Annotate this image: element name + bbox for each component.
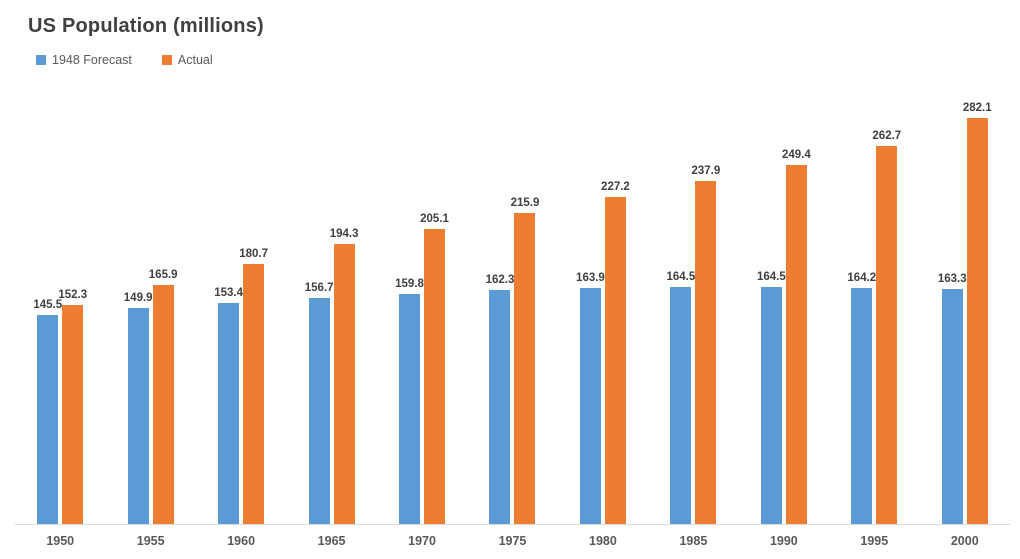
bar-value-label: 282.1 <box>962 101 992 114</box>
bar-pair: 162.3 215.9 <box>486 197 539 524</box>
bar-pair: 156.7 194.3 <box>305 228 358 524</box>
bar-value-label: 164.5 <box>666 271 696 284</box>
x-axis-label: 1990 <box>769 534 798 548</box>
bar-value-label: 149.9 <box>123 292 153 305</box>
forecast-bar: 145.5 <box>33 299 62 524</box>
actual-bar: 180.7 <box>239 248 268 524</box>
bar-pair: 149.9 165.9 <box>124 269 178 524</box>
x-axis-line <box>15 524 1010 525</box>
bar-value-label: 163.3 <box>937 272 967 285</box>
x-axis-label: 1950 <box>46 534 75 548</box>
bar-group: 156.7 194.3 1965 <box>286 92 376 548</box>
bar-value-label: 152.3 <box>58 288 88 301</box>
legend-item-forecast: 1948 Forecast <box>36 53 132 67</box>
bar-value-label: 205.1 <box>420 212 449 225</box>
bar-pair: 163.3 282.1 <box>938 102 992 524</box>
forecast-bar: 149.9 <box>124 292 153 524</box>
bar-pair: 164.2 262.7 <box>847 130 901 524</box>
actual-bar: 152.3 <box>58 289 87 524</box>
actual-bar: 249.4 <box>782 149 811 524</box>
bar-group: 164.5 237.9 1985 <box>648 92 738 548</box>
bar-value-label: 194.3 <box>329 228 359 241</box>
bar-value-label: 164.2 <box>847 271 877 284</box>
forecast-bar: 153.4 <box>214 287 243 524</box>
forecast-swatch-icon <box>36 55 46 65</box>
forecast-bar: 163.3 <box>938 273 967 524</box>
bar-group: 145.5 152.3 1950 <box>15 92 105 548</box>
x-axis-label: 1980 <box>589 534 617 548</box>
forecast-bar: 156.7 <box>305 282 333 524</box>
bar-value-label: 164.5 <box>756 271 786 284</box>
actual-swatch-icon <box>161 55 172 65</box>
bar-group: 162.3 215.9 1975 <box>467 92 557 548</box>
bar-pair: 164.5 237.9 <box>667 165 720 524</box>
forecast-bar: 164.5 <box>667 271 695 524</box>
bar-pair: 145.5 152.3 <box>33 289 87 524</box>
bar-value-label: 215.9 <box>510 197 540 210</box>
x-axis-label: 1960 <box>227 534 256 548</box>
bar-group: 164.2 262.7 1995 <box>829 92 919 548</box>
bar-pair: 153.4 180.7 <box>214 248 268 524</box>
x-axis-label: 1985 <box>679 534 708 548</box>
bar-group: 163.3 282.1 2000 <box>920 92 1010 548</box>
bar-value-label: 180.7 <box>239 247 269 260</box>
legend: 1948 Forecast Actual <box>36 53 213 67</box>
bar-group: 153.4 180.7 1960 <box>196 92 286 548</box>
bar-value-label: 165.9 <box>148 269 178 282</box>
legend-label-actual: Actual <box>177 53 213 67</box>
bar-value-label: 162.3 <box>485 274 515 287</box>
actual-bar: 227.2 <box>601 181 630 524</box>
forecast-bar: 164.5 <box>757 271 786 524</box>
x-axis-label: 1995 <box>860 534 889 548</box>
bar-value-label: 153.4 <box>214 287 244 300</box>
bar-pair: 164.5 249.4 <box>757 149 811 524</box>
bar-pair: 163.9 227.2 <box>576 181 630 524</box>
forecast-bar: 162.3 <box>486 274 514 524</box>
x-axis-label: 1955 <box>136 534 165 548</box>
bar-value-label: 156.7 <box>304 282 334 295</box>
bar-value-label: 227.2 <box>601 180 630 193</box>
legend-item-actual: Actual <box>161 53 213 67</box>
forecast-bar: 163.9 <box>576 272 605 524</box>
actual-bar: 205.1 <box>420 213 449 524</box>
x-axis-label: 1965 <box>317 534 346 548</box>
bar-value-label: 237.9 <box>691 165 721 178</box>
bar-groups: 145.5 152.3 1950 149.9 165.9 1955 153.4 180.7 19… <box>15 92 1010 548</box>
x-axis-label: 1975 <box>498 534 527 548</box>
actual-bar: 165.9 <box>149 269 178 524</box>
bar-pair: 159.8 205.1 <box>395 213 449 524</box>
actual-bar: 237.9 <box>692 165 720 524</box>
bar-value-label: 163.9 <box>576 272 605 284</box>
x-axis-label: 1970 <box>408 534 436 548</box>
forecast-bar: 164.2 <box>847 272 876 524</box>
actual-bar: 194.3 <box>330 228 358 524</box>
actual-bar: 282.1 <box>963 102 992 524</box>
bar-value-label: 159.8 <box>395 277 424 290</box>
actual-bar: 262.7 <box>872 130 901 524</box>
forecast-bar: 159.8 <box>395 278 424 524</box>
plot-area: 145.5 152.3 1950 149.9 165.9 1955 153.4 180.7 19… <box>15 92 1010 548</box>
bar-value-label: 145.5 <box>33 298 63 311</box>
bar-value-label: 249.4 <box>781 148 811 161</box>
x-axis-label: 2000 <box>950 534 979 548</box>
bar-group: 164.5 249.4 1990 <box>739 92 829 548</box>
legend-label-forecast: 1948 Forecast <box>52 53 132 67</box>
bar-group: 149.9 165.9 1955 <box>105 92 195 548</box>
actual-bar: 215.9 <box>511 197 539 524</box>
chart-title: US Population (millions) <box>28 15 264 37</box>
bar-group: 163.9 227.2 1980 <box>558 92 648 548</box>
bar-value-label: 262.7 <box>872 129 902 142</box>
bar-group: 159.8 205.1 1970 <box>377 92 467 548</box>
